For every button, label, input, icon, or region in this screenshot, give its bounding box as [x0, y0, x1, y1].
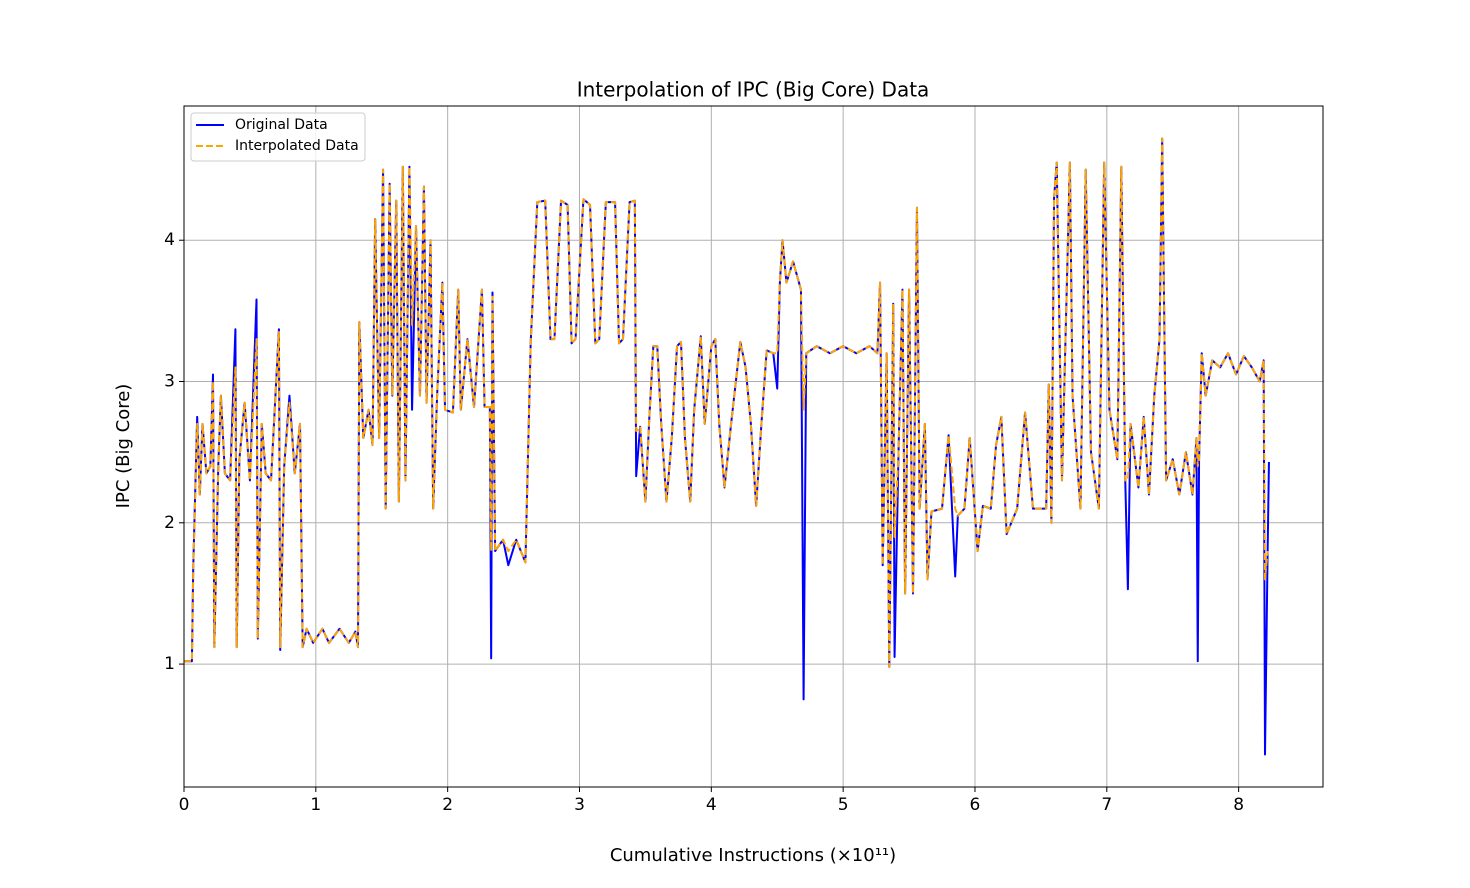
- legend-label: Original Data: [235, 117, 328, 133]
- chart-title: Interpolation of IPC (Big Core) Data: [577, 78, 930, 102]
- x-axis-label: Cumulative Instructions (×10¹¹): [610, 845, 896, 866]
- legend-label: Interpolated Data: [235, 138, 359, 154]
- x-tick-label: 8: [1233, 795, 1244, 815]
- x-tick-label: 5: [838, 795, 849, 815]
- x-tick-label: 3: [574, 795, 585, 815]
- x-tick-label: 6: [970, 795, 981, 815]
- x-tick-label: 0: [179, 795, 190, 815]
- x-tick-label: 7: [1101, 795, 1112, 815]
- x-tick-label: 4: [706, 795, 717, 815]
- legend-box: [190, 112, 366, 162]
- y-axis-label: IPC (Big Core): [113, 384, 134, 509]
- x-tick-label: 2: [442, 795, 453, 815]
- y-tick-label: 4: [164, 230, 175, 250]
- data-line: [184, 137, 1269, 668]
- x-tick-label: 1: [310, 795, 321, 815]
- y-tick-label: 1: [164, 654, 175, 674]
- y-tick-label: 3: [164, 372, 175, 392]
- y-tick-label: 2: [164, 513, 175, 533]
- legend: Original Data Interpolated Data: [190, 112, 366, 162]
- plot-frame: [183, 105, 1324, 788]
